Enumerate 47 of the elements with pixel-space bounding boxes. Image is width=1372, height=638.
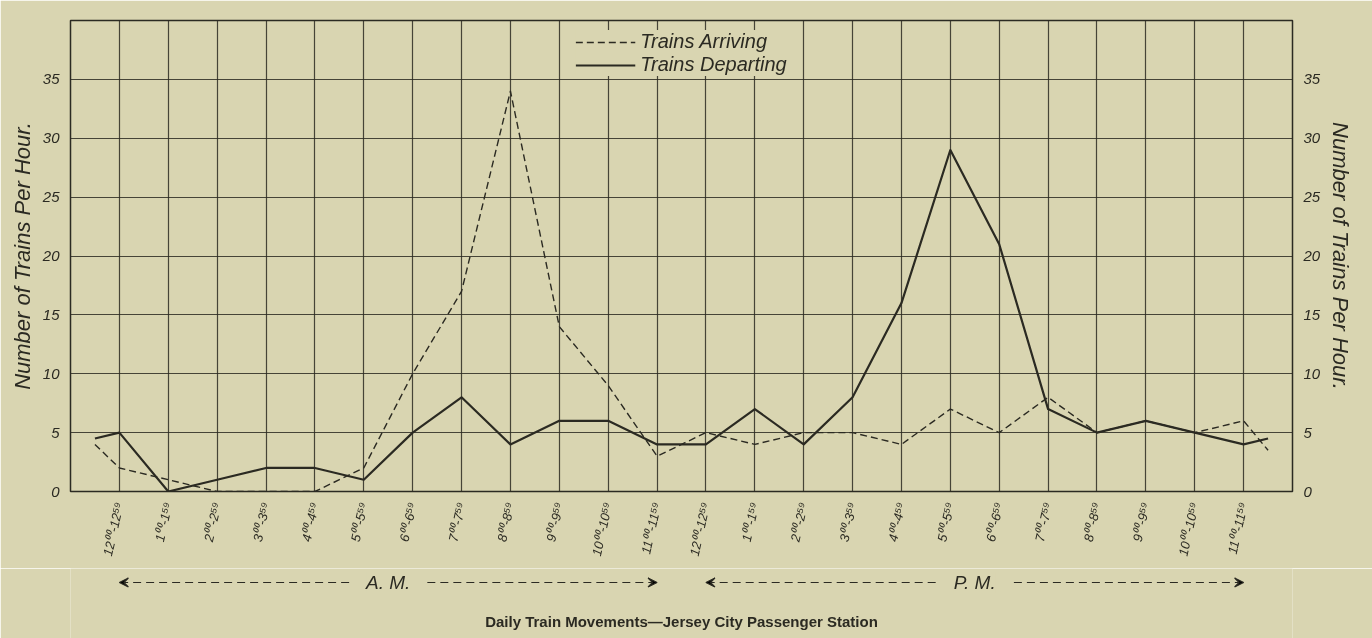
x-tick-label: 8⁰⁰-8⁵⁹ [1080, 500, 1105, 544]
x-tick-label: 3⁰⁰-3⁵⁹ [249, 500, 274, 544]
y-tick-label: 30 [42, 129, 61, 147]
x-tick-label: 9⁰⁰-9⁵⁹ [543, 500, 567, 544]
text: Daily Train Movements—Jersey City Passenger Station [485, 612, 878, 630]
legend-label: Trains Departing [640, 53, 787, 76]
y-tick-label: 35 [42, 70, 61, 88]
x-tick-label: 3⁰⁰-3⁵⁹ [836, 500, 860, 544]
y2-tick-label: 15 [1303, 305, 1321, 323]
x-tick-label: 2⁰⁰-2⁵⁹ [200, 500, 225, 545]
x-tick-label: 12⁰⁰-12⁵⁹ [100, 500, 127, 558]
x-tick-label: 8⁰⁰-8⁵⁹ [494, 500, 518, 544]
x-tick-label: 10⁰⁰-10⁵⁹ [1175, 500, 1203, 558]
y2-tick-label: 20 [1302, 247, 1321, 264]
text: P. M. [953, 572, 996, 593]
legend-label: Trains Arriving [640, 30, 768, 53]
y2-tick-label: 30 [1303, 129, 1321, 147]
x-tick-label: 12⁰⁰-12⁵⁹ [686, 500, 714, 558]
y2-tick-label: 0 [1303, 482, 1313, 500]
y2-tick-label: 5 [1303, 423, 1313, 441]
y2-tick-label: 25 [1302, 188, 1321, 206]
x-tick-label: 6⁰⁰-6⁵⁹ [396, 500, 421, 544]
x-tick-label: 5⁰⁰-5⁵⁹ [934, 500, 958, 544]
y2-tick-label: 35 [1303, 70, 1321, 88]
y-axis-title: Number of Trains Per Hour. [9, 122, 35, 390]
y-tick-label: 5 [51, 423, 61, 441]
x-tick-label: 2⁰⁰-2⁵⁹ [787, 500, 812, 545]
x-tick-label: 6⁰⁰-6⁵⁹ [983, 500, 1007, 544]
x-tick-label: 1⁰⁰-1⁵⁹ [152, 500, 176, 544]
x-tick-label: 5⁰⁰-5⁵⁹ [347, 500, 372, 544]
y-tick-label: 20 [41, 247, 61, 264]
y-tick-label: 0 [51, 482, 61, 500]
x-tick-label: 9⁰⁰-9⁵⁹ [1129, 500, 1154, 544]
x-tick-label: 4⁰⁰-4⁵⁹ [885, 500, 909, 544]
x-tick-label: 11⁰⁰-11⁵⁹ [1224, 500, 1251, 556]
y2-axis-title: Number of Trains Per Hour. [1328, 122, 1354, 390]
y-tick-label: 15 [42, 305, 61, 323]
x-tick-label: 1⁰⁰-1⁵⁹ [738, 500, 763, 544]
y2-tick-label: 10 [1303, 364, 1321, 382]
y-tick-label: 25 [41, 188, 61, 206]
x-tick-label: 7⁰⁰-7⁵⁹ [1032, 500, 1056, 544]
x-tick-label: 11⁰⁰-11⁵⁹ [638, 500, 665, 556]
x-tick-label: 10⁰⁰-10⁵⁹ [588, 500, 616, 558]
y-tick-label: 10 [42, 364, 61, 382]
x-tick-label: 7⁰⁰-7⁵⁹ [445, 500, 469, 544]
x-tick-label: 4⁰⁰-4⁵⁹ [298, 500, 323, 544]
text: A. M. [365, 572, 411, 593]
